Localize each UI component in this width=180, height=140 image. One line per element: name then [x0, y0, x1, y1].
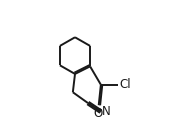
- Text: N: N: [102, 105, 111, 118]
- Text: O: O: [93, 107, 102, 120]
- Text: Cl: Cl: [119, 78, 131, 91]
